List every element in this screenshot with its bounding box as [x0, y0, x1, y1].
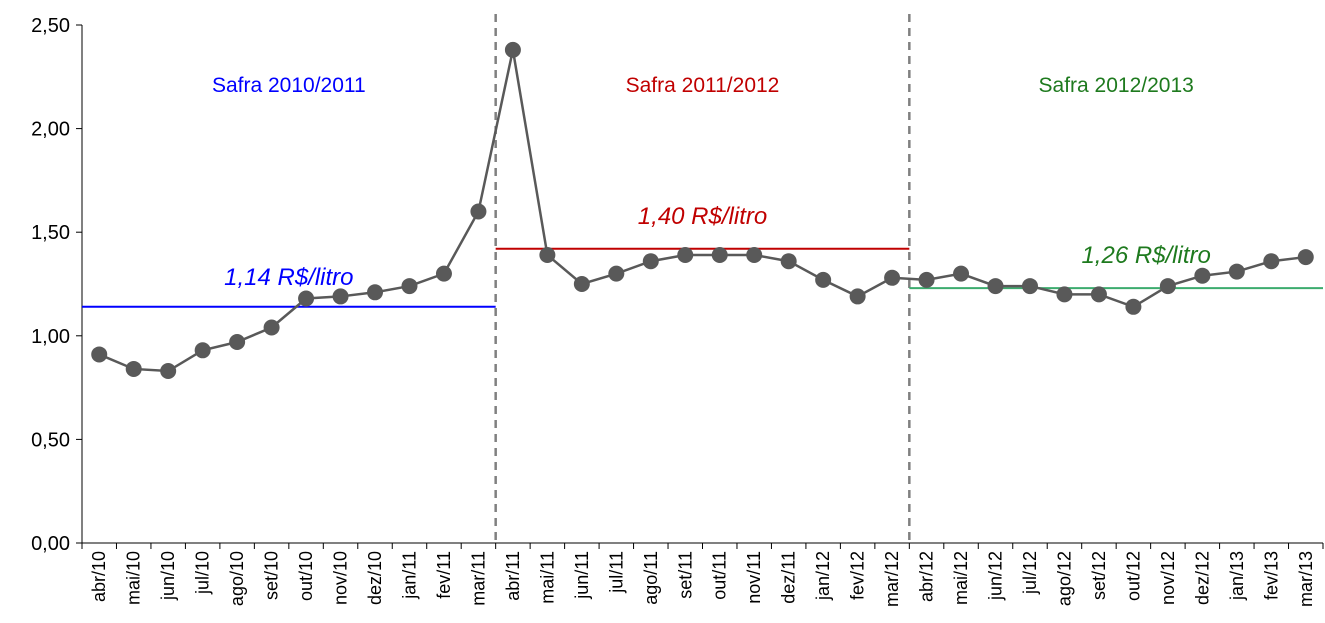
period-title: Safra 2012/2013	[1039, 74, 1194, 97]
data-point	[367, 284, 384, 301]
x-tick-label: nov/10	[331, 551, 351, 605]
period-title: Safra 2011/2012	[626, 74, 780, 97]
x-tick-label: out/12	[1123, 551, 1143, 601]
data-point	[1021, 278, 1038, 295]
data-point	[194, 342, 211, 359]
data-point	[160, 363, 177, 380]
x-tick-label: mai/10	[124, 551, 144, 605]
data-point	[539, 246, 556, 263]
x-tick-label: fev/11	[434, 551, 454, 599]
x-tick-label: mar/13	[1296, 551, 1316, 607]
data-point	[435, 265, 452, 282]
data-point	[504, 41, 521, 58]
x-tick-label: jun/11	[572, 551, 592, 600]
data-point	[470, 203, 487, 220]
x-tick-label: jan/12	[813, 551, 833, 601]
x-tick-label: mar/12	[882, 551, 902, 607]
data-point	[642, 253, 659, 270]
data-point	[1297, 249, 1314, 266]
data-point	[1159, 278, 1176, 295]
x-tick-label: fev/12	[848, 551, 868, 600]
data-point	[918, 271, 935, 288]
data-point	[332, 288, 349, 305]
x-tick-label: nov/12	[1158, 551, 1178, 605]
data-point	[263, 319, 280, 336]
x-tick-label: jan/11	[399, 551, 419, 600]
data-point	[298, 290, 315, 307]
data-point	[125, 360, 142, 377]
x-tick-label: jul/10	[193, 551, 213, 595]
y-tick-label: 1,50	[31, 222, 70, 244]
x-tick-label: ago/10	[227, 551, 247, 606]
data-point	[229, 334, 246, 351]
data-point	[884, 269, 901, 286]
data-point	[815, 271, 832, 288]
data-point	[849, 288, 866, 305]
x-tick-label: abr/11	[503, 551, 523, 601]
x-tick-label: dez/12	[1192, 551, 1212, 605]
x-tick-label: set/10	[262, 551, 282, 600]
data-point	[573, 276, 590, 292]
data-point	[1228, 263, 1245, 280]
x-tick-label: abr/12	[917, 551, 937, 602]
average-label: 1,40 R$/litro	[638, 203, 767, 230]
data-point	[91, 346, 108, 363]
x-tick-label: ago/11	[641, 551, 661, 605]
data-point	[608, 265, 625, 282]
x-tick-label: out/11	[710, 551, 730, 600]
x-tick-label: set/12	[1089, 551, 1109, 600]
average-label: 1,14 R$/litro	[224, 264, 353, 291]
data-point	[780, 253, 797, 270]
data-point	[746, 246, 763, 263]
y-tick-label: 2,50	[31, 15, 70, 37]
x-tick-label: dez/10	[365, 551, 385, 605]
data-point	[401, 278, 418, 295]
x-tick-label: ago/12	[1054, 551, 1074, 606]
data-point	[1090, 286, 1107, 303]
data-point	[1263, 253, 1280, 270]
data-point	[987, 278, 1004, 295]
average-label: 1,26 R$/litro	[1081, 242, 1210, 269]
x-tick-label: out/10	[296, 551, 316, 601]
period-title: Safra 2010/2011	[212, 74, 366, 97]
y-tick-label: 2,00	[31, 119, 70, 141]
data-point	[711, 246, 728, 263]
x-tick-label: abr/10	[89, 551, 109, 602]
x-tick-label: mai/12	[951, 551, 971, 605]
x-tick-label: set/11	[675, 551, 695, 599]
x-tick-label: jun/12	[986, 551, 1006, 601]
data-point	[677, 246, 694, 263]
x-tick-label: dez/11	[779, 551, 799, 604]
x-tick-label: jun/10	[158, 551, 178, 601]
x-tick-label: mai/11	[537, 551, 557, 604]
x-tick-label: jul/12	[1020, 551, 1040, 595]
x-tick-label: jul/11	[606, 551, 626, 594]
x-tick-label: jan/13	[1227, 551, 1247, 601]
y-tick-label: 1,00	[31, 326, 70, 348]
y-tick-label: 0,50	[31, 429, 70, 451]
data-point	[1125, 298, 1142, 315]
x-tick-label: mar/11	[468, 551, 488, 606]
data-point	[953, 265, 970, 282]
data-point	[1194, 267, 1211, 284]
x-tick-label: nov/11	[744, 551, 764, 604]
y-tick-label: 0,00	[31, 533, 70, 555]
data-point	[1056, 286, 1073, 303]
x-tick-label: fev/13	[1261, 551, 1281, 600]
